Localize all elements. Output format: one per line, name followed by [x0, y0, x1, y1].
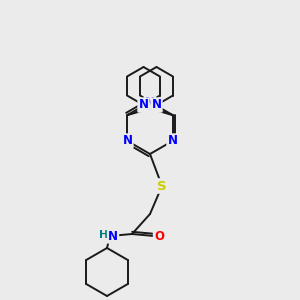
Text: N: N: [139, 98, 148, 112]
Text: N: N: [145, 95, 155, 109]
Text: S: S: [157, 179, 167, 193]
Text: N: N: [122, 134, 133, 148]
Text: N: N: [152, 98, 161, 112]
Text: N: N: [167, 134, 178, 148]
Text: N: N: [108, 230, 118, 242]
Text: H: H: [99, 230, 109, 240]
Text: O: O: [154, 230, 164, 242]
